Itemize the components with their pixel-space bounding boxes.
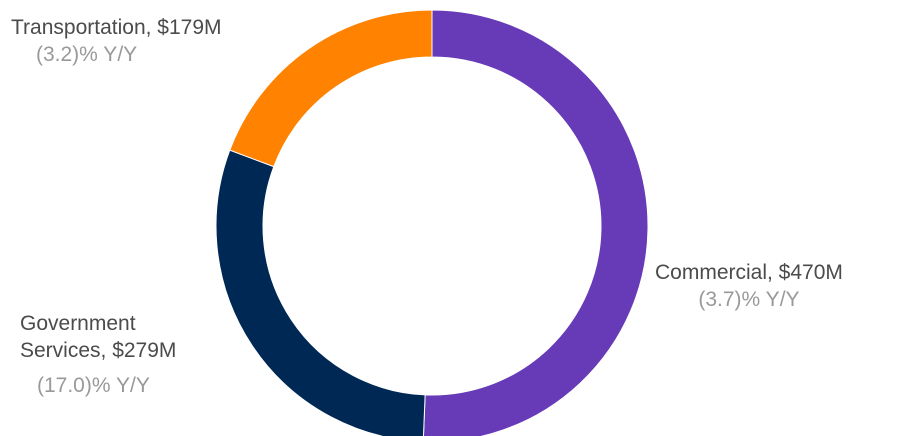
slice-transportation	[229, 9, 433, 168]
commercial-label: Commercial, $470M (3.7)% Y/Y	[655, 259, 843, 313]
government-services-label: Government Services, $279M (17.0)% Y/Y	[20, 310, 176, 399]
transportation-label: Transportation, $179M (3.2)% Y/Y	[11, 14, 222, 68]
government-services-label-line2: Services, $279M	[20, 339, 177, 362]
commercial-label-yy: (3.7)% Y/Y	[698, 288, 800, 311]
government-services-label-yy: (17.0)% Y/Y	[37, 374, 150, 397]
slice-government-services	[215, 149, 426, 436]
transportation-label-yy: (3.2)% Y/Y	[36, 43, 138, 66]
slice-commercial	[422, 9, 649, 436]
government-services-label-line1: Government	[20, 312, 136, 335]
transportation-label-name: Transportation, $179M	[11, 16, 222, 39]
commercial-label-name: Commercial, $470M	[655, 261, 843, 284]
